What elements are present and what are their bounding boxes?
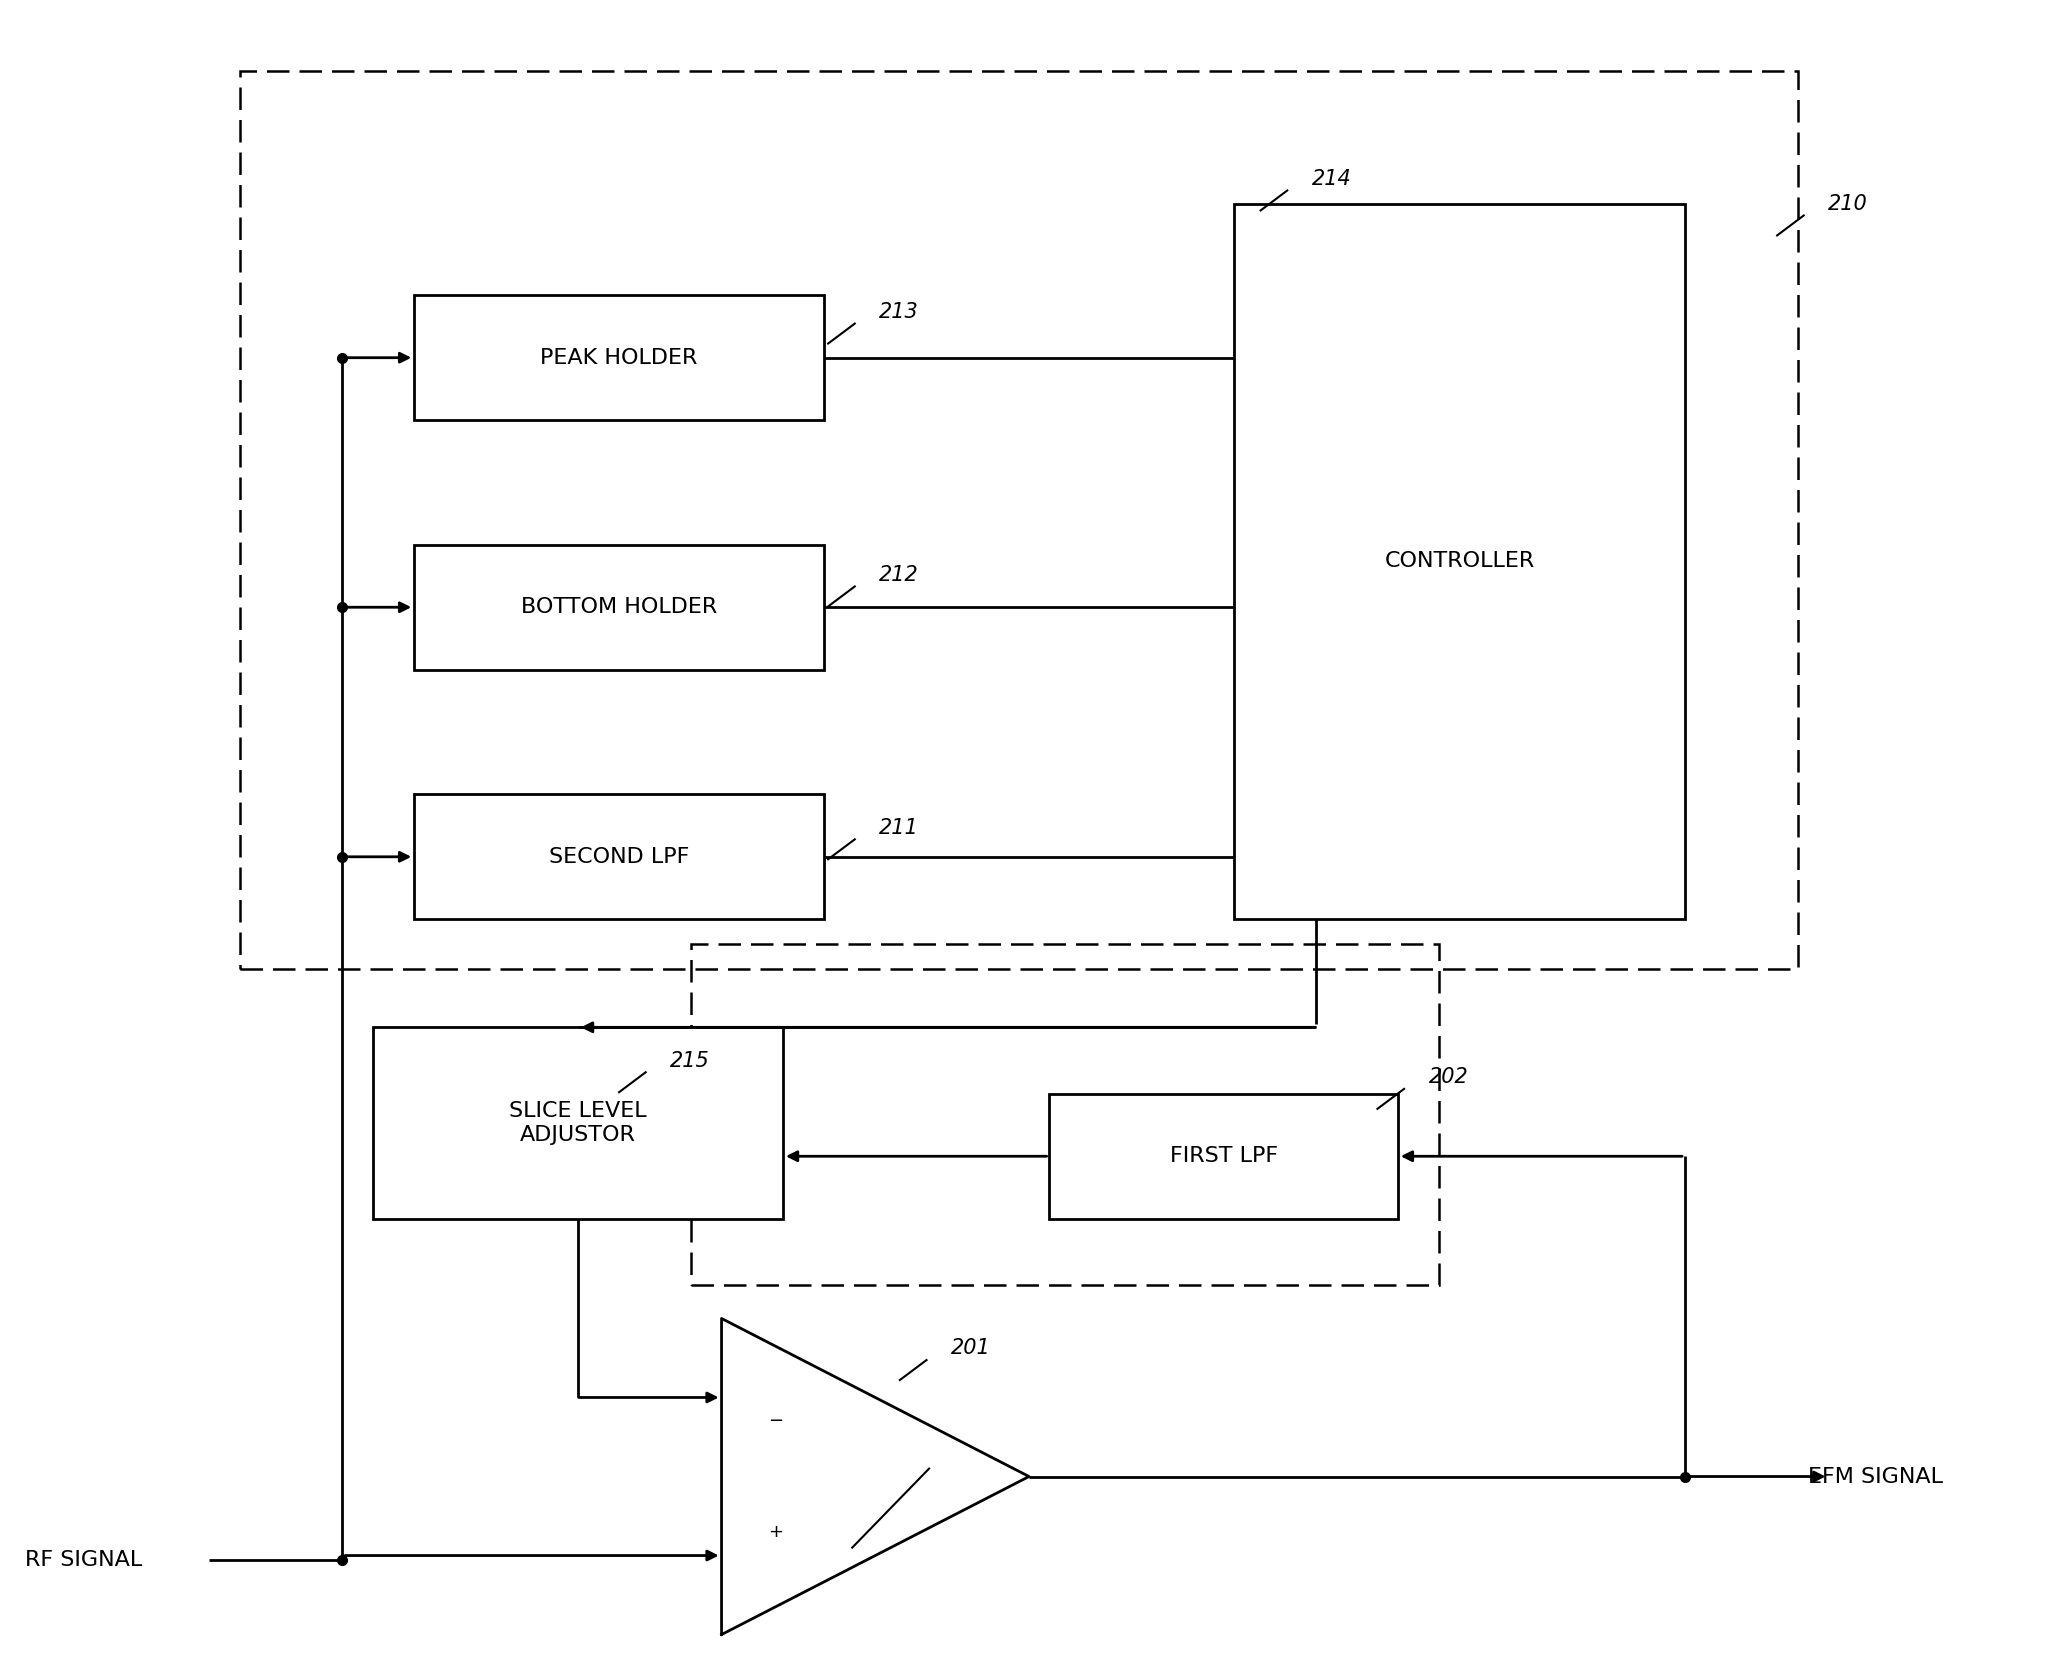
Text: RF SIGNAL: RF SIGNAL xyxy=(25,1550,142,1570)
Bar xyxy=(691,945,1439,1286)
Text: EFM SIGNAL: EFM SIGNAL xyxy=(1807,1466,1943,1486)
Text: 211: 211 xyxy=(879,818,920,838)
Text: PEAK HOLDER: PEAK HOLDER xyxy=(541,348,698,368)
Text: FIRST LPF: FIRST LPF xyxy=(1169,1147,1278,1167)
Bar xyxy=(1235,204,1686,920)
Bar xyxy=(414,296,823,420)
Text: 212: 212 xyxy=(879,565,920,585)
Text: SLICE LEVEL
ADJUSTOR: SLICE LEVEL ADJUSTOR xyxy=(508,1102,646,1145)
Text: −: − xyxy=(768,1413,782,1430)
Text: 210: 210 xyxy=(1828,194,1869,214)
Text: SECOND LPF: SECOND LPF xyxy=(549,846,689,866)
Bar xyxy=(1050,1093,1397,1219)
Text: 201: 201 xyxy=(951,1338,990,1358)
Text: BOTTOM HOLDER: BOTTOM HOLDER xyxy=(521,597,716,617)
Bar xyxy=(414,545,823,669)
Bar xyxy=(372,1027,782,1219)
Text: 215: 215 xyxy=(671,1050,710,1070)
Bar xyxy=(414,794,823,920)
Text: 202: 202 xyxy=(1428,1067,1469,1087)
Text: CONTROLLER: CONTROLLER xyxy=(1385,552,1535,572)
Text: +: + xyxy=(768,1523,782,1542)
Bar xyxy=(241,70,1797,970)
Text: 213: 213 xyxy=(879,303,920,323)
Text: 214: 214 xyxy=(1311,169,1352,189)
